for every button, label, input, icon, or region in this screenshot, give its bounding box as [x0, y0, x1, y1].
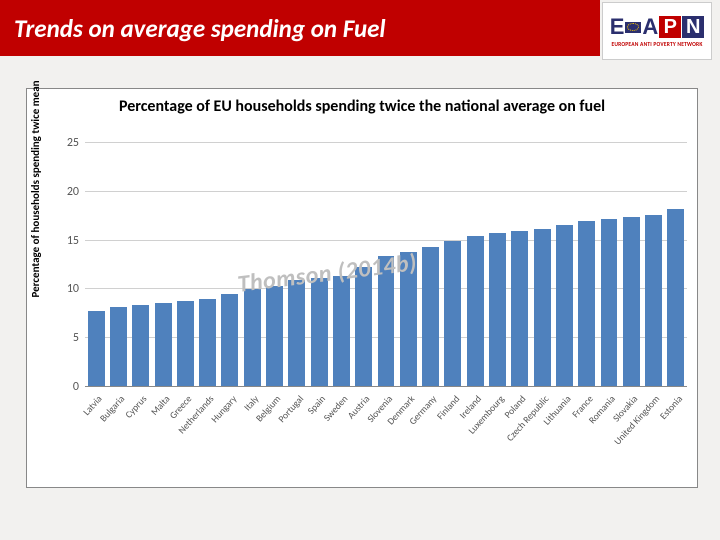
logo-letter-e: E [610, 14, 625, 40]
bar [511, 231, 528, 387]
bar-slot [196, 143, 218, 387]
bar [221, 294, 238, 387]
x-axis-line [85, 386, 687, 387]
x-label-slot: Slovenia [375, 389, 397, 479]
bar [199, 299, 216, 387]
bar [155, 303, 172, 387]
eapn-logo: E A P N EUROPEAN ANTI POVERTY NETWORK [602, 2, 712, 60]
bar [667, 209, 684, 387]
y-tick-label: 10 [67, 282, 85, 296]
x-axis-labels: LatviaBulgariaCyprusMaltaGreeceNetherlan… [85, 389, 687, 479]
y-tick-label: 15 [67, 234, 85, 248]
bar [556, 225, 573, 387]
bar-slot [152, 143, 174, 387]
x-label-slot: Belgium [263, 389, 285, 479]
y-tick-label: 20 [67, 185, 85, 199]
bar [534, 229, 551, 387]
x-label-slot: Lithuania [553, 389, 575, 479]
bar-slot [219, 143, 241, 387]
bar-slot [174, 143, 196, 387]
x-label-slot: Bulgaria [107, 389, 129, 479]
bar-slot [576, 143, 598, 387]
bar-slot [620, 143, 642, 387]
x-label-slot: Denmark [397, 389, 419, 479]
bar [422, 247, 439, 387]
bar [311, 278, 328, 387]
x-label-slot: Malta [152, 389, 174, 479]
x-label-slot: Italy [241, 389, 263, 479]
bar-slot [486, 143, 508, 387]
bar [444, 241, 461, 387]
x-label-slot: United Kingdom [642, 389, 664, 479]
eu-flag-icon [625, 22, 641, 33]
x-label-slot: Estonia [665, 389, 687, 479]
x-label-slot: Germany [419, 389, 441, 479]
bar-slot [598, 143, 620, 387]
bar [244, 289, 261, 387]
logo-subtitle: EUROPEAN ANTI POVERTY NETWORK [611, 42, 702, 48]
y-tick-label: 25 [67, 136, 85, 150]
header-bar: Trends on average spending on Fuel [0, 0, 600, 56]
y-axis-label: Percentage of households spending twice … [29, 49, 42, 329]
bar-slot [130, 143, 152, 387]
x-label-slot: France [576, 389, 598, 479]
bar-slot [509, 143, 531, 387]
bar-slot [464, 143, 486, 387]
bar [132, 305, 149, 387]
bar [623, 217, 640, 387]
bar [578, 221, 595, 387]
bar [467, 236, 484, 387]
x-label-slot: Cyprus [130, 389, 152, 479]
y-tick-label: 5 [73, 331, 85, 345]
x-label-slot: Spain [308, 389, 330, 479]
logo-letter-a: A [642, 14, 658, 40]
logo-letters: E A P N [610, 14, 705, 40]
x-label-slot: Portugal [286, 389, 308, 479]
x-label-slot: Austria [353, 389, 375, 479]
bar [645, 215, 662, 387]
bar-slot [665, 143, 687, 387]
bar-slot [642, 143, 664, 387]
x-label-slot: Latvia [85, 389, 107, 479]
chart-panel: Percentage of EU households spending twi… [26, 88, 698, 488]
bar-slot [107, 143, 129, 387]
chart-title: Percentage of EU households spending twi… [27, 89, 697, 121]
bar-slot [241, 143, 263, 387]
x-label-slot: Netherlands [196, 389, 218, 479]
bar-slot [419, 143, 441, 387]
bar [288, 280, 305, 387]
bar [110, 307, 127, 387]
x-label-slot: Hungary [219, 389, 241, 479]
bar [489, 233, 506, 387]
bar [601, 219, 618, 387]
bar [88, 311, 105, 387]
x-label-slot: Sweden [330, 389, 352, 479]
slide-title: Trends on average spending on Fuel [14, 13, 386, 44]
bar-slot [553, 143, 575, 387]
bar-slot [531, 143, 553, 387]
bar-slot [85, 143, 107, 387]
y-tick-label: 0 [73, 380, 85, 394]
logo-letter-n: N [682, 16, 704, 38]
bar [333, 276, 350, 387]
bar [177, 301, 194, 387]
x-label-slot: Finland [442, 389, 464, 479]
bar [266, 286, 283, 388]
bar [355, 267, 372, 387]
x-label-slot: Czech Republic [531, 389, 553, 479]
bar-slot [442, 143, 464, 387]
slide-root: Trends on average spending on Fuel E A P… [0, 0, 720, 540]
logo-letter-p: P [659, 16, 681, 38]
